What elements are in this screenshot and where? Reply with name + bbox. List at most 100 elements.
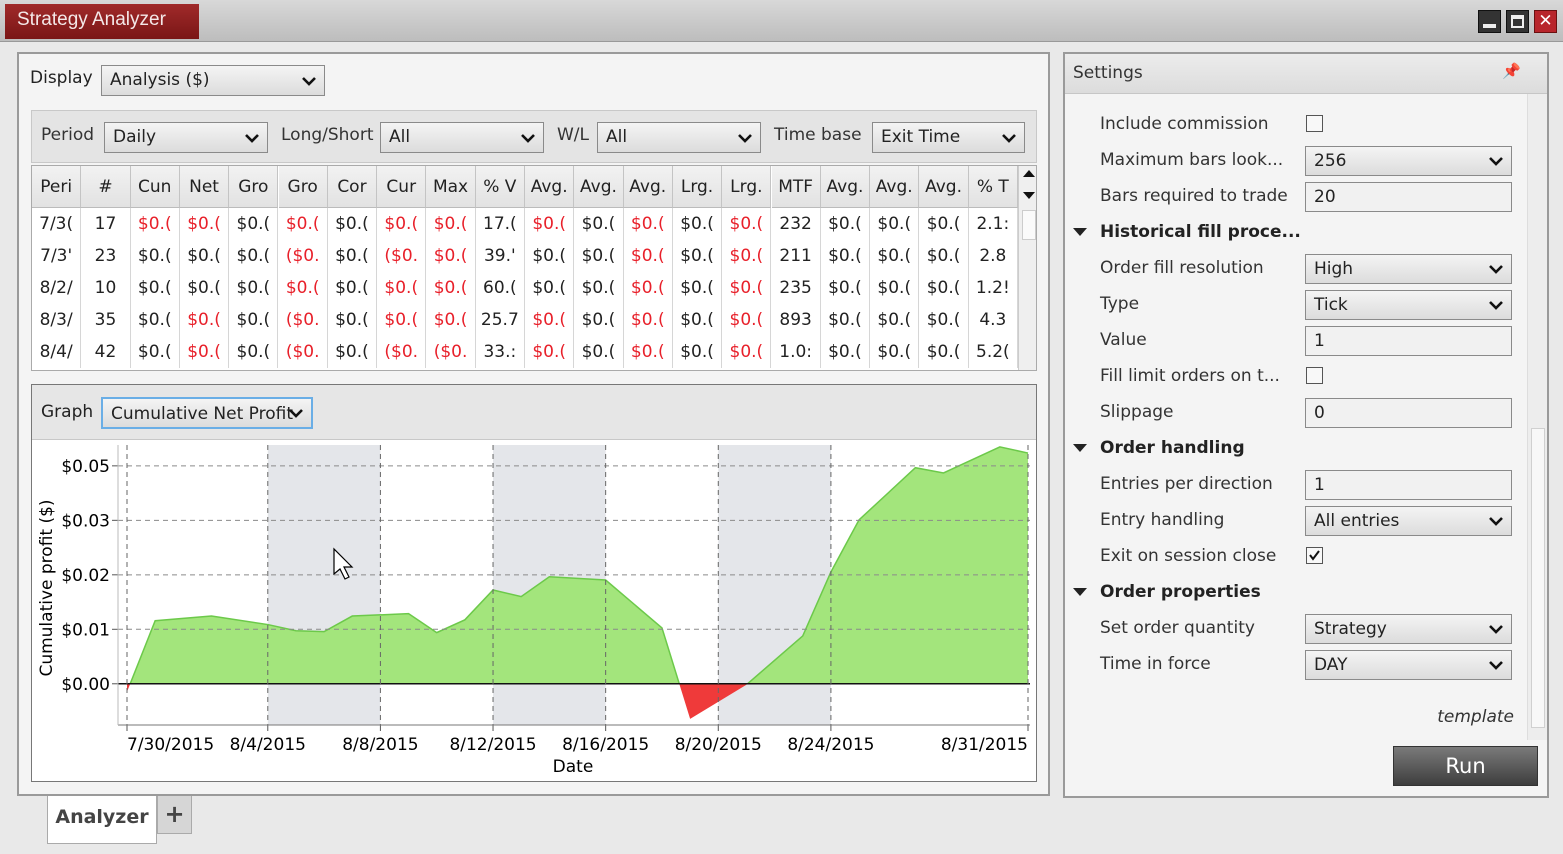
table-cell: 10 [81,272,131,304]
column-header: Cur [377,166,427,208]
checkbox[interactable] [1306,367,1323,384]
settings-scrollbar[interactable] [1527,94,1547,740]
dropdown[interactable]: All [597,122,761,153]
column-header: Gro [229,166,279,208]
table-cell: 1.0: [772,336,821,368]
table-scrollbar[interactable] [1018,166,1036,370]
add-tab-button[interactable]: + [157,796,192,834]
table-cell: $0.( [180,272,230,304]
display-label: Display [30,68,93,88]
table-cell: $0.( [377,272,427,304]
table-cell: $0.( [426,272,476,304]
table-cell: $0.( [180,304,230,336]
table-cell: $0.( [328,272,378,304]
dropdown[interactable]: Strategy [1305,614,1512,644]
table-cell: $0.( [131,272,180,304]
setting-label: Slippage [1100,402,1174,422]
dropdown[interactable]: 256 [1305,146,1512,176]
minimize-button[interactable] [1478,10,1501,33]
dropdown-arrow [1489,265,1503,274]
scroll-thumb[interactable] [1531,428,1545,728]
table-cell: 23 [81,240,131,272]
section-toggle[interactable] [1073,588,1087,596]
dropdown-arrow [1489,625,1503,634]
column-header: Gro [278,166,328,208]
table-cell: $0.( [180,240,230,272]
table-cell: ($0. [426,336,476,368]
dropdown-value: High [1314,259,1354,279]
text-input[interactable]: 20 [1305,182,1512,212]
section-toggle[interactable] [1073,444,1087,452]
column-header: Lrg. [672,166,723,208]
table-cell: $0.( [377,304,427,336]
table-cell: $0.( [870,272,920,304]
run-button[interactable]: Run [1393,746,1538,786]
dropdown-arrow [1489,157,1503,166]
text-input[interactable]: 0 [1305,398,1512,428]
scroll-thumb[interactable] [1022,210,1036,240]
dropdown[interactable]: Daily [104,122,268,153]
setting-label: Maximum bars look... [1100,150,1284,170]
dropdown[interactable]: All [380,122,544,153]
table-cell: $0.( [624,272,673,304]
dropdown[interactable]: Cumulative Net Profit [101,397,313,429]
text-input[interactable]: 1 [1305,470,1512,500]
table-cell: $0.( [821,304,871,336]
positive-area [130,446,1028,684]
section-header: Order handling [1100,438,1245,458]
mouse-cursor [333,547,354,580]
window-title: Strategy Analyzer [5,4,199,39]
scroll-down[interactable] [1023,192,1035,199]
dropdown-value: DAY [1314,655,1348,675]
column-header: % V [475,166,525,208]
checkbox[interactable] [1306,115,1323,132]
section-toggle[interactable] [1073,228,1087,236]
dropdown[interactable]: Analysis ($) [101,65,325,96]
table-cell: $0.( [229,240,279,272]
table-cell: 17.( [476,208,525,240]
x-axis-title: Date [553,757,594,777]
scroll-up[interactable] [1023,170,1035,177]
table-cell: $0.( [673,272,723,304]
table-cell: $0.( [131,240,180,272]
dropdown-arrow [289,409,303,418]
filter-label: Long/Short [281,125,374,145]
dropdown-arrow [1489,517,1503,526]
table-cell: ($0. [279,304,328,336]
dropdown-value: Exit Time [881,127,961,147]
dropdown[interactable]: DAY [1305,650,1512,680]
table-cell: $0.( [525,208,575,240]
dropdown-value: Daily [113,127,157,147]
table-cell: 60.( [476,272,525,304]
template-link[interactable]: template [1437,707,1514,727]
maximize-button[interactable] [1506,10,1529,33]
dropdown-arrow [1489,301,1503,310]
maximize-icon [1511,15,1524,28]
dropdown[interactable]: High [1305,254,1512,284]
dropdown[interactable]: Exit Time [872,122,1025,153]
close-button[interactable]: ✕ [1534,10,1557,33]
table-cell: 2.1: [969,208,1018,240]
table-cell: 39.' [476,240,525,272]
table-cell: $0.( [426,208,476,240]
column-header: Avg. [820,166,871,208]
table-cell: $0.( [673,304,723,336]
tab[interactable]: Analyzer [47,796,157,844]
table-cell: $0.( [919,272,969,304]
pin-icon[interactable]: 📌 [1502,62,1521,80]
dropdown-value: Tick [1314,295,1348,315]
column-header: Avg. [574,166,624,208]
x-tick-label: 8/8/2015 [342,735,418,755]
column-header: Cun [130,166,180,208]
checkbox[interactable] [1306,547,1323,564]
graph-label: Graph [41,402,94,422]
table-cell: $0.( [870,304,920,336]
x-tick-label: 8/24/2015 [787,735,874,755]
table-cell: $0.( [870,208,920,240]
text-input[interactable]: 1 [1305,326,1512,356]
dropdown[interactable]: Tick [1305,290,1512,320]
y-tick-label: $0.03 [61,511,110,531]
dropdown[interactable]: All entries [1305,506,1512,536]
minimize-icon [1483,24,1496,28]
